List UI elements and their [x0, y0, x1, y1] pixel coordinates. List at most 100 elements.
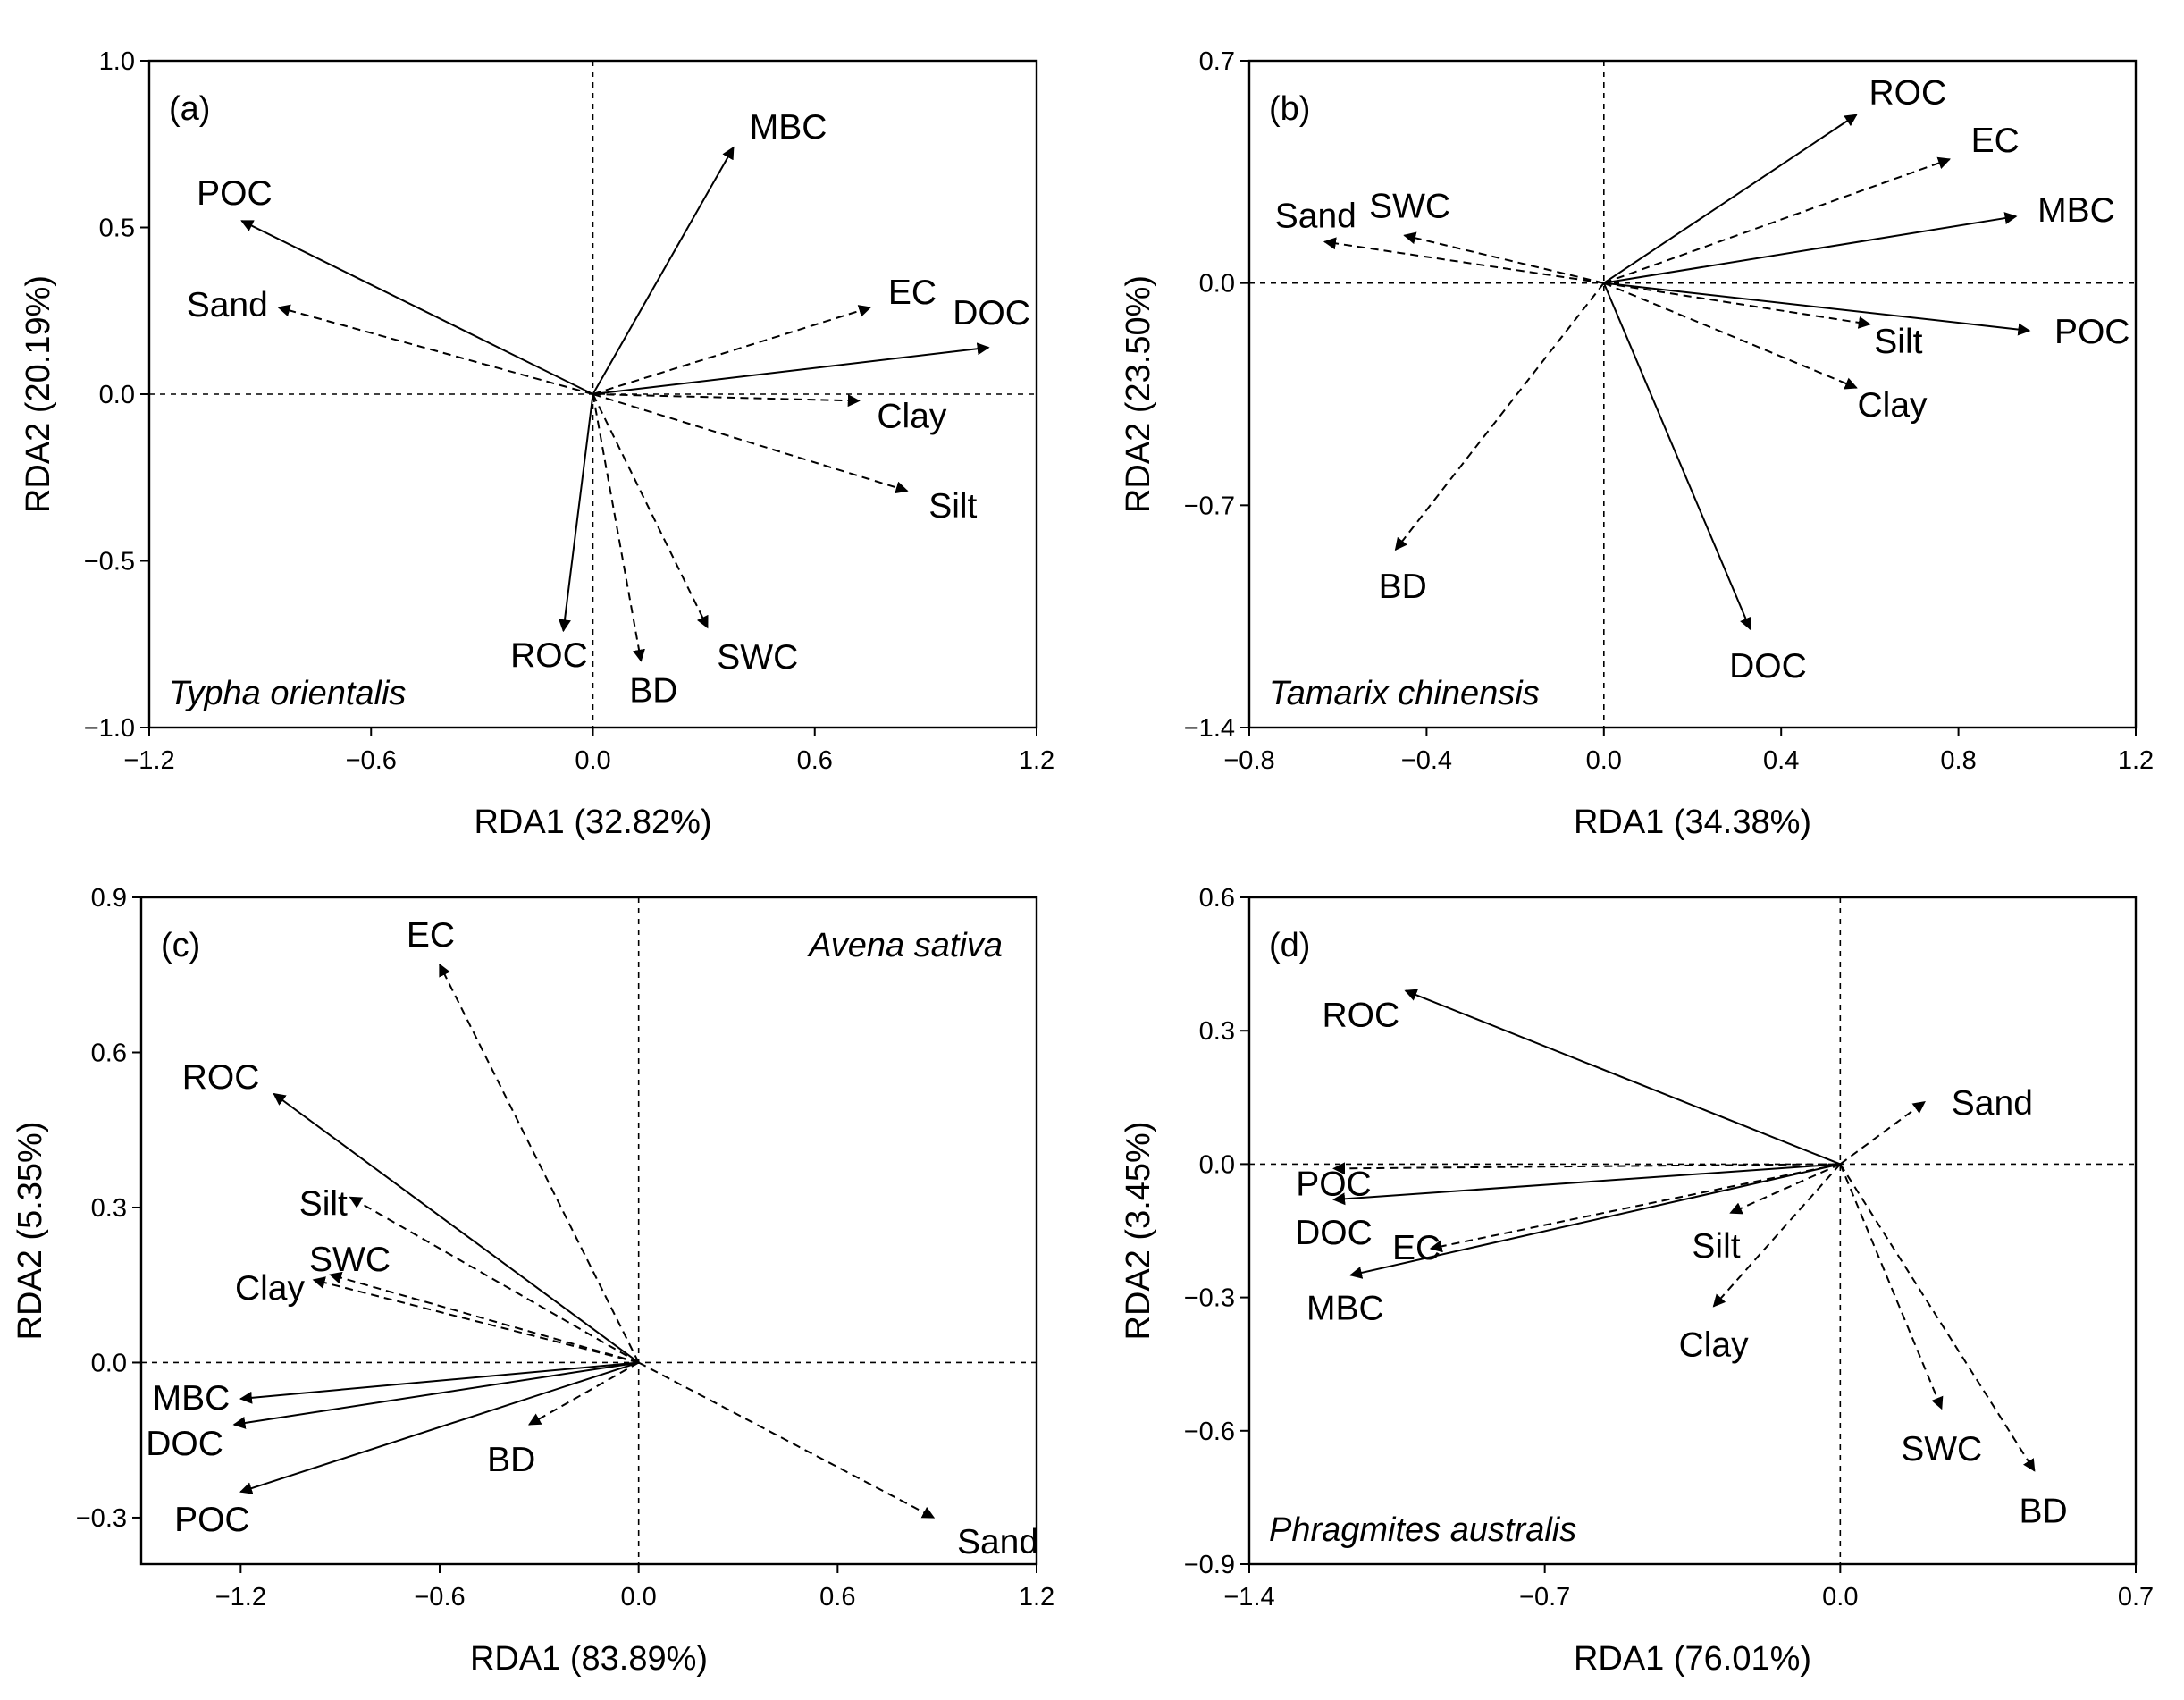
panel-b-label-doc: DOC — [1729, 647, 1807, 686]
panel-c-label-doc: DOC — [146, 1425, 223, 1463]
panel-c-frame — [139, 896, 1038, 1566]
panel-b-y-axis-title: RDA2 (23.50%) — [1120, 275, 1157, 513]
panel-a-arrow-sand — [277, 304, 593, 395]
panel-c-x-tick-label: −1.2 — [215, 1583, 266, 1612]
panel-c-arrow-sand — [638, 1361, 936, 1519]
panel-d-species-name: Phragmites australis — [1269, 1511, 1576, 1549]
panel-b-x-tick-label: 0.0 — [1586, 746, 1622, 775]
panel-a-x-axis-title: RDA1 (32.82%) — [474, 804, 711, 841]
panel-d-arrow-bd — [1839, 1163, 2036, 1472]
panel-c-arrow-doc — [232, 1361, 639, 1429]
panel-b-arrow-silt — [1603, 282, 1871, 329]
panel-b-arrow-poc — [1603, 282, 2031, 336]
panel-b-label-ec: EC — [1971, 122, 2020, 160]
panel-b-label-sand: Sand — [1275, 197, 1357, 235]
panel-b-label-silt: Silt — [1874, 323, 1922, 361]
panel-d-label-swc: SWC — [1901, 1430, 1982, 1469]
panel-a-y-tick-label: −0.5 — [84, 548, 135, 576]
panel-a-label-clay: Clay — [877, 397, 947, 435]
panel-b-label-roc: ROC — [1869, 73, 1947, 112]
panel-c-arrow-clay — [312, 1276, 639, 1364]
panel-c-label-sand: Sand — [957, 1523, 1038, 1561]
panel-a-y-axis-title: RDA2 (20.19%) — [20, 275, 57, 513]
panel-a-y-tick-label: 1.0 — [99, 47, 135, 76]
panel-a-label-silt: Silt — [928, 487, 977, 526]
panel-d-x-tick-label: 0.7 — [2118, 1583, 2154, 1612]
panel-b-y-tick-label: −0.7 — [1184, 492, 1235, 520]
panel-b-x-tick-label: −0.4 — [1401, 746, 1452, 775]
panel-a-arrow-clay — [592, 393, 861, 408]
panel-a-arrow-mbc — [592, 146, 735, 395]
panel-d-arrow-silt — [1729, 1163, 1841, 1215]
panel-a-x-tick-label: −0.6 — [346, 746, 397, 775]
panel-d-x-axis-title: RDA1 (76.01%) — [1574, 1640, 1811, 1678]
panel-c-y-tick-label: 0.0 — [91, 1349, 127, 1377]
panel-d-x-tick-label: −0.7 — [1519, 1583, 1570, 1612]
panel-a-label-doc: DOC — [953, 294, 1030, 332]
panel-b-x-tick-label: 0.8 — [1940, 746, 1976, 775]
panel-d-label-doc: DOC — [1295, 1214, 1373, 1252]
panel-a-label: (a) — [169, 90, 210, 128]
panel-a-arrow-ec — [592, 305, 872, 395]
panel-c-label-silt: Silt — [299, 1184, 348, 1223]
panel-c-x-tick-label: −0.6 — [414, 1583, 465, 1612]
panel-b-y-tick-label: 0.0 — [1199, 270, 1235, 299]
panel-b-arrow-sand — [1323, 237, 1604, 284]
panel-c-x-axis-title: RDA1 (83.89%) — [470, 1640, 708, 1678]
panel-b-label-bd: BD — [1379, 568, 1427, 606]
panel-d-y-tick-label: 0.6 — [1199, 884, 1235, 913]
panel-d-label-silt: Silt — [1692, 1227, 1740, 1266]
panel-d-arrow-swc — [1839, 1164, 1944, 1410]
panel-a-label-swc: SWC — [717, 638, 798, 677]
panel-b-label-swc: SWC — [1369, 187, 1450, 225]
panel-b-arrow-doc — [1602, 282, 1752, 631]
panel-d-label-ec: EC — [1392, 1229, 1441, 1267]
panel-b-label-poc: POC — [2054, 313, 2130, 351]
panel-d-y-tick-label: 0.0 — [1199, 1150, 1235, 1179]
panel-d-arrow-doc — [1332, 1163, 1841, 1206]
panel-c-label: (c) — [161, 927, 200, 964]
panel-d-label-bd: BD — [2020, 1493, 2068, 1531]
panel-d-x-tick-label: 0.0 — [1822, 1583, 1858, 1612]
panel-a-y-tick-label: 0.5 — [99, 215, 135, 243]
panel-a-species-name: Typha orientalis — [169, 675, 406, 712]
panel-d-arrow-roc — [1404, 989, 1841, 1166]
panel-a-arrow-bd — [592, 393, 645, 662]
panel-a-label-sand: Sand — [187, 286, 268, 324]
panel-a-y-tick-label: −1.0 — [84, 714, 135, 743]
panel-d-label-sand: Sand — [1952, 1084, 2033, 1123]
panel-c-x-tick-label: 1.2 — [1019, 1583, 1054, 1612]
panel-c-y-tick-label: 0.9 — [91, 884, 127, 913]
panel-a-arrow-roc — [559, 393, 594, 633]
panel-c-label-poc: POC — [174, 1501, 250, 1539]
panel-b-species-name: Tamarix chinensis — [1269, 675, 1540, 712]
panel-a-arrow-doc — [592, 342, 990, 395]
panel-c-label-bd: BD — [487, 1441, 535, 1479]
panel-b-arrow-roc — [1603, 114, 1858, 284]
panel-c-label-mbc: MBC — [153, 1379, 231, 1418]
panel-c-y-axis-title: RDA2 (5.35%) — [12, 1122, 49, 1341]
panel-a-x-tick-label: −1.2 — [123, 746, 174, 775]
panel-a-x-tick-label: 0.0 — [575, 746, 610, 775]
panel-b-arrow-clay — [1603, 282, 1858, 390]
panel-d-x-tick-label: −1.4 — [1223, 1583, 1274, 1612]
panel-c-y-tick-label: −0.3 — [76, 1504, 127, 1533]
panel-a-y-tick-label: 0.0 — [99, 381, 135, 409]
panel-b-y-tick-label: −1.4 — [1184, 714, 1235, 743]
panel-c-label-clay: Clay — [235, 1269, 306, 1308]
panel-c-label-ec: EC — [407, 916, 455, 955]
panel-b-x-axis-title: RDA1 (34.38%) — [1574, 804, 1811, 841]
panel-c-species-name: Avena sativa — [807, 927, 1003, 964]
panel-c-y-tick-label: 0.6 — [91, 1039, 127, 1067]
panel-b-label-mbc: MBC — [2037, 191, 2115, 230]
panel-d-arrow-sand — [1839, 1100, 1926, 1166]
panel-c-arrow-roc — [273, 1092, 640, 1364]
panel-d-y-tick-label: −0.9 — [1184, 1551, 1235, 1579]
panel-d-y-axis-title: RDA2 (3.45%) — [1120, 1122, 1157, 1341]
panel-a-label-ec: EC — [888, 274, 937, 312]
panel-a-x-tick-label: 1.2 — [1019, 746, 1054, 775]
panel-c-arrow-silt — [349, 1196, 640, 1364]
panel-a-arrow-swc — [592, 393, 709, 629]
panel-a-label-roc: ROC — [510, 636, 588, 675]
